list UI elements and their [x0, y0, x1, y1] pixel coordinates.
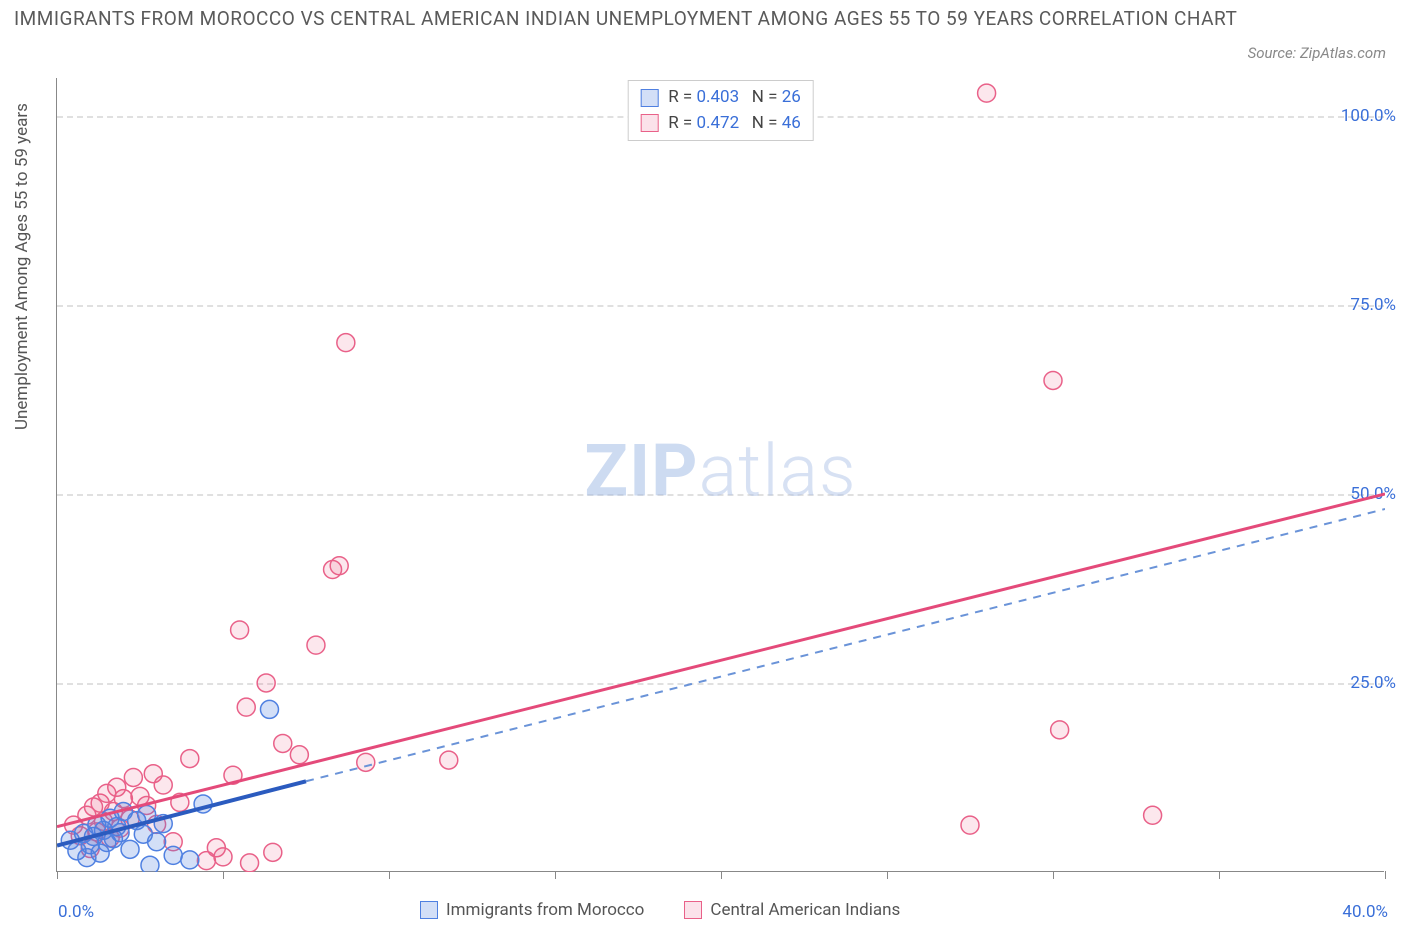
x-tick	[1053, 871, 1054, 879]
swatch-pink-icon	[640, 114, 658, 132]
x-tick	[389, 871, 390, 879]
x-tick	[1219, 871, 1220, 879]
legend-label-pink: Central American Indians	[710, 900, 900, 920]
x-tick	[721, 871, 722, 879]
chart-plot-area: ZIPatlas R = 0.403 N = 26 R = 0.472 N = …	[56, 78, 1384, 872]
legend-item-pink: Central American Indians	[684, 900, 900, 920]
source-attribution: Source: ZipAtlas.com	[1248, 44, 1386, 62]
series-legend: Immigrants from Morocco Central American…	[420, 900, 900, 920]
x-tick	[1385, 871, 1386, 879]
x-tick	[887, 871, 888, 879]
x-tick	[223, 871, 224, 879]
stats-row-pink: R = 0.472 N = 46	[640, 111, 801, 137]
x-axis-min: 0.0%	[58, 902, 94, 922]
legend-item-blue: Immigrants from Morocco	[420, 900, 644, 920]
scatter-svg	[57, 78, 1385, 872]
swatch-blue-icon	[640, 89, 658, 107]
swatch-pink-icon	[684, 901, 702, 919]
x-axis-max: 40.0%	[1342, 902, 1388, 922]
swatch-blue-icon	[420, 901, 438, 919]
y-axis-label: Unemployment Among Ages 55 to 59 years	[12, 103, 32, 430]
legend-label-blue: Immigrants from Morocco	[446, 900, 644, 920]
x-tick	[57, 871, 58, 879]
x-tick	[555, 871, 556, 879]
stats-legend: R = 0.403 N = 26 R = 0.472 N = 46	[627, 80, 814, 141]
stats-row-blue: R = 0.403 N = 26	[640, 85, 801, 111]
chart-title: IMMIGRANTS FROM MOROCCO VS CENTRAL AMERI…	[14, 4, 1392, 34]
